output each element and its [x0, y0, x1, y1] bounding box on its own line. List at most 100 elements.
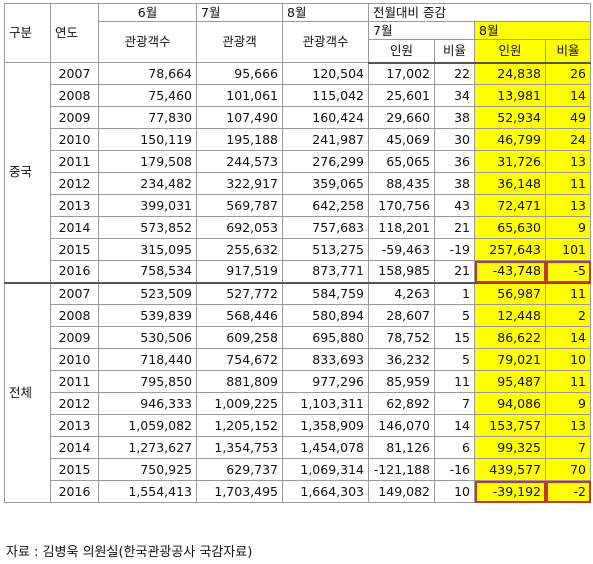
cell-ar: 26: [545, 62, 591, 85]
table-row: 2009 77,830 107,490 160,424 29,660 38 52,934 49: [5, 106, 591, 129]
table-row: 중국 2007 78,664 95,666 120,504 17,002 22 24,838 2…: [4, 62, 591, 284]
cell-jul: 244,573: [196, 150, 283, 173]
table-row: 2009 530,506 609,258 695,880 78,752 15 86,622 1…: [5, 326, 591, 349]
cell-jul: 568,446: [196, 304, 283, 327]
cell-ad: 65,630: [474, 216, 546, 239]
cell-jr: -19: [434, 238, 475, 261]
cell-jun: 1,273,627: [98, 436, 197, 459]
cell-ar: 11: [545, 172, 591, 195]
cell-jd: 65,065: [368, 150, 435, 173]
year-cell: 2015: [50, 238, 99, 261]
source-note: 자료 : 김병욱 의원실(한국관광공사 국감자료): [6, 545, 253, 560]
cell-ad: 79,021: [474, 348, 546, 371]
cell-jr: 15: [434, 326, 475, 349]
header-mom: 전월대비 증감: [368, 3, 591, 22]
cell-ad: 95,487: [474, 370, 546, 393]
table-body: 구분 연도 6월 7월 8월 전월대비 증감 관광객수 관광객 관광객수 7월 …: [4, 3, 591, 503]
cell-aug: 1,454,078: [282, 436, 369, 459]
cell-ad: 439,577: [474, 458, 546, 481]
cell-aug: 1,358,909: [282, 414, 369, 437]
cell-aug: 120,504: [282, 62, 369, 85]
cell-ar: 9: [545, 216, 591, 239]
cell-ad: 257,643: [474, 238, 546, 261]
cell-jr: 38: [434, 172, 475, 195]
table-row: 2010 150,119 195,188 241,987 45,069 30 46,799 2…: [5, 128, 591, 151]
cell-jd: 36,232: [368, 348, 435, 371]
cell-ad: 36,148: [474, 172, 546, 195]
cell-jd: 29,660: [368, 106, 435, 129]
cell-jr: 5: [434, 304, 475, 327]
header-col-jul: 관광객: [196, 21, 283, 63]
header-mom-jul: 7월: [368, 21, 475, 40]
year-cell: 2015: [50, 458, 99, 481]
cell-aug: 241,987: [282, 128, 369, 151]
cell-ar: 13: [545, 194, 591, 217]
cell-jul: 692,053: [196, 216, 283, 239]
header-col-aug: 관광객수: [282, 21, 369, 63]
cell-jr: -16: [434, 458, 475, 481]
cell-jr: 36: [434, 150, 475, 173]
cell-aug: 977,296: [282, 370, 369, 393]
cell-jr: 11: [434, 370, 475, 393]
cell-jun: 539,839: [98, 304, 197, 327]
cell-ar: 49: [545, 106, 591, 129]
year-cell: 2012: [50, 172, 99, 195]
cell-ad: 94,086: [474, 392, 546, 415]
cell-jr: 34: [434, 84, 475, 107]
cell-aug: 359,065: [282, 172, 369, 195]
cell-jr: 5: [434, 348, 475, 371]
cell-jd: 118,201: [368, 216, 435, 239]
cell-jr: 22: [434, 62, 475, 85]
year-cell: 2009: [50, 326, 99, 349]
cell-jun: 179,508: [98, 150, 197, 173]
year-cell: 2012: [50, 392, 99, 415]
cell-jd: 25,601: [368, 84, 435, 107]
header-people: 인원: [368, 39, 435, 64]
cell-jul: 1,009,225: [196, 392, 283, 415]
table-row: 2014 1,273,627 1,354,753 1,454,078 81,126 6 99…: [5, 436, 591, 459]
cell-jul: 322,917: [196, 172, 283, 195]
year-cell: 2008: [50, 304, 99, 327]
cell-aug: 1,103,311: [282, 392, 369, 415]
header-people-2: 인원: [474, 39, 546, 64]
cell-jul: 917,519: [196, 260, 283, 284]
cell-ad: -39,192: [474, 480, 546, 503]
cell-jun: 795,850: [98, 370, 197, 393]
cell-jr: 6: [434, 436, 475, 459]
cell-ar: 24: [545, 128, 591, 151]
cell-ad: 153,757: [474, 414, 546, 437]
table-row: 2013 1,059,082 1,205,152 1,358,909 146,070 14…: [5, 414, 591, 437]
header-ratio-2: 비율: [545, 39, 591, 64]
cell-jd: 4,263: [368, 282, 435, 305]
cell-jun: 315,095: [98, 238, 197, 261]
cell-aug: 276,299: [282, 150, 369, 173]
table-row: 2011 795,850 881,809 977,296 85,959 11 95,487 1…: [5, 370, 591, 393]
cell-jul: 629,737: [196, 458, 283, 481]
cell-aug: 695,880: [282, 326, 369, 349]
cell-jul: 1,354,753: [196, 436, 283, 459]
table-row: 전체 2007 523,509 527,772 584,759 4,263 1 56,987 1…: [4, 282, 591, 503]
cell-aug: 580,894: [282, 304, 369, 327]
cell-ad: 31,726: [474, 150, 546, 173]
cell-ar: 14: [545, 84, 591, 107]
cell-aug: 513,275: [282, 238, 369, 261]
year-cell: 2010: [50, 128, 99, 151]
cell-ar: 7: [545, 436, 591, 459]
year-cell: 2014: [50, 436, 99, 459]
cell-aug: 1,664,303: [282, 480, 369, 503]
cell-jd: 45,069: [368, 128, 435, 151]
cell-jul: 255,632: [196, 238, 283, 261]
cell-jd: -59,463: [368, 238, 435, 261]
header-row-1: 구분 연도 6월 7월 8월 전월대비 증감: [4, 3, 591, 63]
cell-jun: 75,460: [98, 84, 197, 107]
cell-ar: -5: [545, 260, 591, 284]
cell-jun: 77,830: [98, 106, 197, 129]
year-cell: 2011: [50, 150, 99, 173]
cell-aug: 873,771: [282, 260, 369, 284]
cell-jd: 81,126: [368, 436, 435, 459]
header-jul: 7월: [196, 3, 283, 22]
table-row: 2016 1,554,413 1,703,495 1,664,303 149,082 10…: [5, 480, 591, 503]
cell-ad: 56,987: [474, 282, 546, 305]
cell-ad: 52,934: [474, 106, 546, 129]
year-cell: 2008: [50, 84, 99, 107]
